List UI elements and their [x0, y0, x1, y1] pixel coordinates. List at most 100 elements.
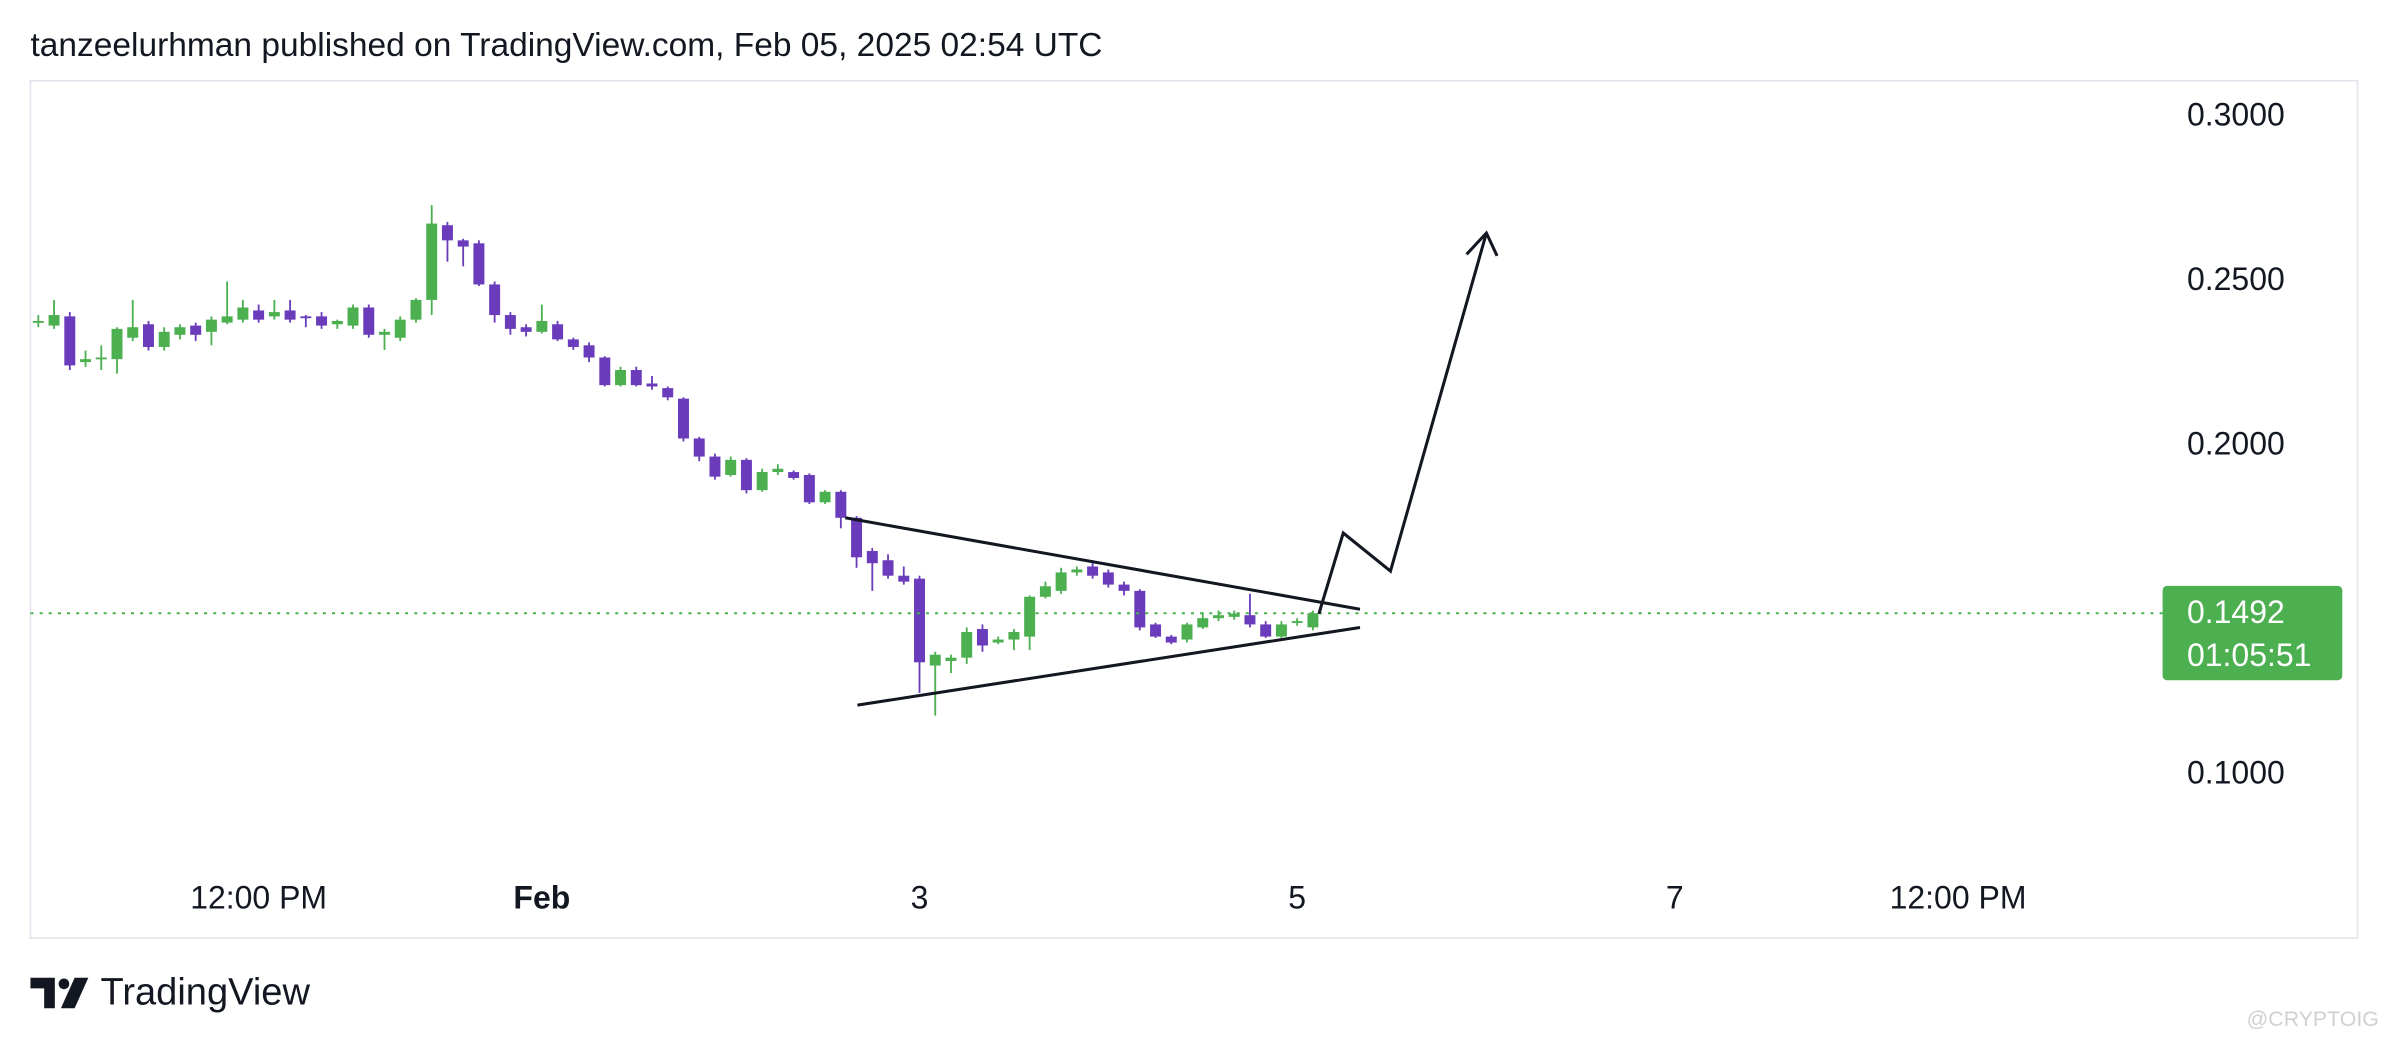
candle-body [914, 578, 925, 663]
watermark: @CRYPTOIG [2247, 1007, 2379, 1031]
bar-countdown: 01:05:51 [2187, 637, 2311, 673]
candle-body [80, 359, 92, 363]
candle-body [1039, 586, 1051, 597]
candle-body [599, 357, 611, 386]
candle-body [205, 319, 217, 332]
logo-mark [30, 977, 55, 1009]
candle-body [693, 438, 705, 457]
candle-body [142, 324, 154, 347]
logo-dot [58, 978, 70, 990]
candle-body [662, 388, 674, 398]
candle-body [929, 654, 941, 666]
candle-body [379, 331, 390, 335]
candle-body [426, 223, 438, 300]
candle-body [1244, 615, 1256, 625]
candle-body [567, 339, 579, 347]
candle-body [504, 315, 516, 329]
x-tick-label: 12:00 PM [1890, 880, 2027, 916]
candle-body [1275, 624, 1287, 637]
candle-body [489, 284, 501, 316]
candle-body [1134, 590, 1146, 628]
candle-body [111, 328, 123, 360]
candle-body [64, 316, 76, 366]
candle-body [1071, 569, 1083, 573]
candle-body [520, 327, 532, 332]
candle-body [709, 456, 721, 477]
y-tick-label: 0.2000 [2187, 425, 2285, 461]
candle-body [1181, 624, 1193, 640]
chart-frame [29, 79, 2359, 939]
candle-body [300, 316, 312, 319]
x-tick-label: 5 [1288, 880, 1306, 916]
plot: 0.1000 0.2000 0.2500 0.3000 12:00 PM Feb 3 5 7 12… [30, 96, 2343, 916]
candle-body [48, 315, 60, 326]
y-tick-label: 0.2500 [2187, 261, 2285, 297]
candle-body [1102, 572, 1114, 585]
last-price-box [2162, 585, 2343, 681]
x-tick-label: 12:00 PM [190, 880, 327, 916]
header-title: tanzeelurhman published on TradingView.c… [30, 27, 1102, 64]
candle-body [457, 240, 469, 247]
candle-body [536, 320, 548, 332]
candle-body [363, 307, 375, 335]
candle-body [583, 345, 595, 358]
candle-body [961, 631, 973, 658]
arrow-head [1465, 230, 1499, 257]
projection-arrow [1317, 232, 1488, 615]
candle-body [394, 319, 406, 338]
candle-body [284, 310, 296, 320]
candle-body [756, 472, 768, 491]
last-price-label: 0.1492 [2187, 594, 2285, 630]
y-tick-label: 0.1000 [2187, 755, 2285, 791]
candle-body [441, 225, 453, 241]
candle-body [803, 475, 815, 503]
candle-body [725, 459, 737, 476]
candle-body [1165, 636, 1177, 643]
candle-body [772, 468, 784, 473]
candle-body [1150, 624, 1162, 637]
candle-body [851, 517, 863, 558]
x-tick-label: 3 [911, 880, 929, 916]
candle-body [190, 325, 202, 335]
candle-body [866, 551, 878, 564]
tradingview-logo [30, 977, 89, 1009]
candle-body [174, 327, 186, 335]
y-tick-label: 0.3000 [2187, 96, 2285, 132]
candle-body [992, 639, 1004, 643]
candle-body [976, 629, 988, 646]
candle-body [898, 575, 910, 582]
candle-body [347, 307, 359, 326]
candle-body [835, 491, 847, 518]
candle-body [1291, 621, 1303, 623]
logo-slash [60, 977, 89, 1009]
candle-body [1087, 566, 1099, 576]
candle-body [646, 383, 658, 387]
candle-body [1212, 615, 1224, 619]
drawings [844, 230, 1499, 707]
candle-body [1228, 613, 1240, 617]
candle-body [630, 370, 642, 386]
trendline-lower [857, 625, 1361, 707]
candle-body [1024, 596, 1036, 637]
candle-body [127, 327, 139, 338]
candle-body [221, 316, 233, 323]
candle-body [268, 312, 280, 317]
candle-body [1197, 618, 1209, 628]
candle-body [882, 560, 894, 576]
candle-body [615, 370, 627, 386]
candle-body [740, 459, 752, 491]
candle-body [552, 324, 564, 340]
candle-body [95, 357, 107, 360]
candle-body [331, 320, 343, 325]
candle-body [237, 307, 249, 320]
candle-body [473, 243, 485, 285]
trendline-upper [844, 516, 1361, 611]
candle-body [788, 472, 800, 478]
candle-body [1118, 584, 1130, 591]
x-tick-label: Feb [513, 880, 570, 916]
candle-body [819, 491, 831, 503]
brand: TradingView [101, 972, 311, 1014]
